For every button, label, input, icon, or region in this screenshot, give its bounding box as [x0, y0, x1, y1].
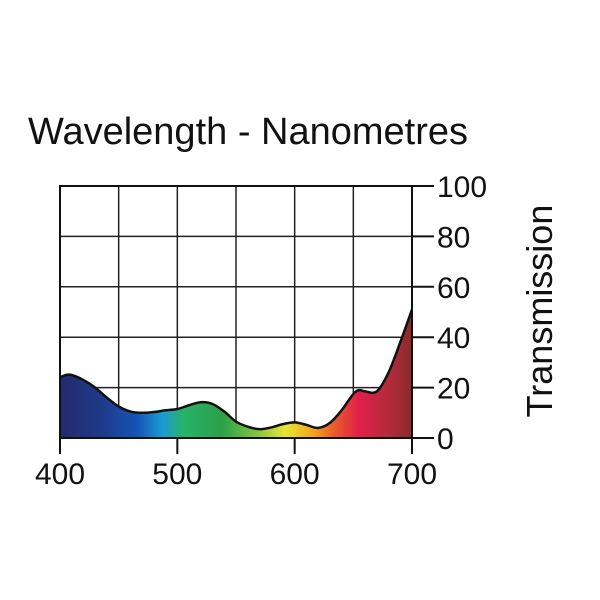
transmission-area-fill — [60, 309, 412, 438]
chart-title: Wavelength - Nanometres — [28, 111, 468, 153]
x-axis: 400 500 600 700 — [35, 438, 437, 491]
y-tick-label-60: 60 — [437, 272, 470, 305]
y-tick-label-20: 20 — [437, 373, 470, 406]
y-axis: 0 20 40 60 80 100 — [412, 171, 487, 456]
transmission-curve — [59, 309, 414, 431]
y-tick-label-100: 100 — [437, 171, 487, 204]
x-tick-label-600: 600 — [270, 458, 320, 491]
grid — [60, 186, 412, 438]
y-tick-label-40: 40 — [437, 322, 470, 355]
y-axis-label: Transmission — [519, 205, 560, 418]
plot-frame — [59, 185, 413, 439]
y-tick-label-80: 80 — [437, 221, 470, 254]
x-tick-label-700: 700 — [387, 458, 437, 491]
y-tick-label-0: 0 — [437, 423, 454, 456]
x-tick-label-500: 500 — [152, 458, 202, 491]
x-tick-label-400: 400 — [35, 458, 85, 491]
